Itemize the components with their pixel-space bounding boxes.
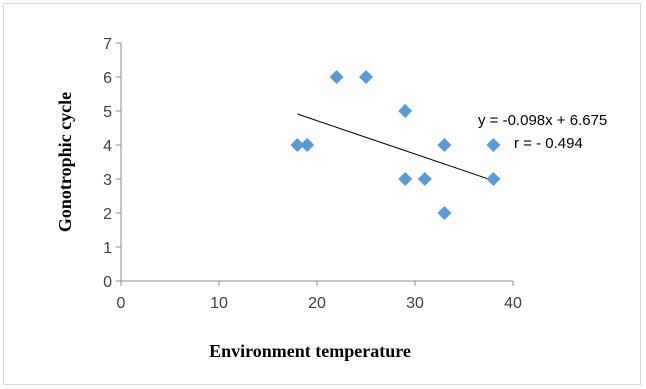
x-tick-label: 0 [117,295,126,312]
x-tick-label: 20 [308,295,326,312]
data-point [437,138,452,152]
data-point [359,70,373,84]
y-tick-label: 6 [103,70,112,87]
data-point [398,172,413,186]
y-tick-label: 2 [103,206,112,223]
y-tick-label: 7 [103,36,112,53]
tick-labels: 0 1 2 3 4 5 6 7 0 10 20 30 40 [103,36,522,312]
trendline [297,113,494,182]
y-tick-label: 4 [103,138,112,155]
trendline-equation: y = -0.098x + 6.675 [478,112,607,129]
y-tick-label: 1 [103,240,112,257]
data-point [417,172,432,186]
data-point [398,104,413,118]
data-point [329,70,344,84]
y-tick-label: 3 [103,172,112,189]
data-point [300,138,315,152]
data-point [290,138,305,152]
axes [116,42,514,286]
correlation-coefficient: r = - 0.494 [514,135,583,152]
data-point [486,138,501,152]
y-tick-label: 0 [103,274,112,291]
data-points [290,70,501,220]
y-axis-title: Gonotrophic cycle [55,92,75,232]
data-point [437,206,452,220]
x-tick-label: 30 [406,295,424,312]
y-tick-label: 5 [103,104,112,121]
data-point [486,172,501,186]
x-axis-title: Environment temperature [209,341,411,361]
chart-frame [3,3,641,385]
x-tick-label: 10 [210,295,228,312]
x-tick-label: 40 [504,295,522,312]
